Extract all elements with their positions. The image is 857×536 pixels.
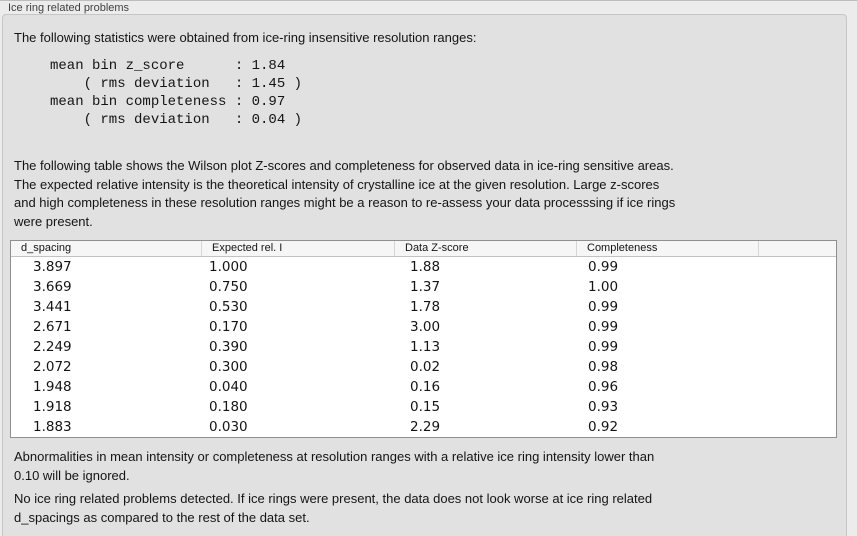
column-header-data-z-score[interactable]: Data Z-score — [394, 241, 576, 256]
table-cell — [758, 377, 836, 397]
table-cell — [758, 357, 836, 377]
column-header-empty — [758, 241, 836, 256]
conclusion-text: No ice ring related problems detected. I… — [14, 491, 653, 525]
table-cell: 0.390 — [209, 339, 248, 355]
table-row[interactable]: 3.897 1.000 1.88 0.99 — [11, 257, 836, 277]
table-cell: 0.030 — [209, 419, 248, 435]
table-cell: 2.671 — [33, 319, 72, 335]
table-cell: 0.180 — [209, 399, 248, 415]
table-cell: 3.669 — [33, 279, 72, 295]
table-row[interactable]: 2.671 0.170 3.00 0.99 — [11, 317, 836, 337]
table-row[interactable]: 1.883 0.030 2.29 0.92 — [11, 417, 836, 437]
table-cell: 2.249 — [33, 339, 72, 355]
column-header-completeness[interactable]: Completeness — [576, 241, 758, 256]
ignore-note-text: Abnormalities in mean intensity or compl… — [14, 449, 655, 483]
panel-title: Ice ring related problems — [8, 2, 130, 14]
table-cell: 1.883 — [33, 419, 72, 435]
table-cell: 3.897 — [33, 259, 72, 275]
stat-line-mean-completeness: mean bin completeness : 0.97 — [50, 94, 286, 110]
table-cell: 3.00 — [410, 319, 441, 335]
table-cell: 1.000 — [209, 259, 248, 275]
table-cell — [758, 317, 836, 337]
table-cell: 0.040 — [209, 379, 248, 395]
table-cell: 0.98 — [588, 359, 619, 375]
table-cell — [758, 277, 836, 297]
table-cell: 1.918 — [33, 399, 72, 415]
table-cell: 0.92 — [588, 419, 619, 435]
table-cell: 0.99 — [588, 339, 619, 355]
table-row[interactable]: 1.918 0.180 0.15 0.93 — [11, 397, 836, 417]
table-cell — [758, 417, 836, 437]
stat-line-rms-completeness: ( rms deviation : 0.04 ) — [50, 112, 303, 128]
table-cell: 0.170 — [209, 319, 248, 335]
table-cell: 0.99 — [588, 299, 619, 315]
ice-ring-results-table: d_spacing Expected rel. I Data Z-score C… — [10, 240, 837, 438]
table-row[interactable]: 1.948 0.040 0.16 0.96 — [11, 377, 836, 397]
top-divider — [0, 0, 857, 1]
table-cell: 0.300 — [209, 359, 248, 375]
table-cell: 1.78 — [410, 299, 441, 315]
table-cell: 2.29 — [410, 419, 441, 435]
stat-line-mean-z-score: mean bin z_score : 1.84 — [50, 58, 286, 74]
table-cell: 1.00 — [588, 279, 619, 295]
table-cell: 0.02 — [410, 359, 441, 375]
table-cell: 0.93 — [588, 399, 619, 415]
column-header-d-spacing[interactable]: d_spacing — [21, 242, 72, 254]
table-cell: 0.99 — [588, 319, 619, 335]
table-cell: 1.948 — [33, 379, 72, 395]
table-cell: 0.16 — [410, 379, 441, 395]
table-row[interactable]: 3.669 0.750 1.37 1.00 — [11, 277, 836, 297]
table-cell: 0.96 — [588, 379, 619, 395]
table-row[interactable]: 3.441 0.530 1.78 0.99 — [11, 297, 836, 317]
table-cell: 1.37 — [410, 279, 441, 295]
table-cell — [758, 257, 836, 277]
results-table-body: 3.897 1.000 1.88 0.99 3.669 0.750 1.37 1.00 3.44… — [11, 257, 836, 437]
table-cell: 0.750 — [209, 279, 248, 295]
table-cell — [758, 337, 836, 357]
table-cell: 0.15 — [410, 399, 441, 415]
column-header-expected-rel-i[interactable]: Expected rel. I — [201, 241, 394, 256]
table-cell — [758, 397, 836, 417]
table-row[interactable]: 2.249 0.390 1.13 0.99 — [11, 337, 836, 357]
table-cell: 0.99 — [588, 259, 619, 275]
stat-line-rms-z-score: ( rms deviation : 1.45 ) — [50, 76, 303, 92]
table-row[interactable]: 2.072 0.300 0.02 0.98 — [11, 357, 836, 377]
table-header-row: d_spacing Expected rel. I Data Z-score C… — [11, 241, 836, 257]
table-cell: 0.530 — [209, 299, 248, 315]
table-cell: 1.13 — [410, 339, 441, 355]
table-cell: 1.88 — [410, 259, 441, 275]
table-cell: 2.072 — [33, 359, 72, 375]
stats-intro-text: The following statistics were obtained f… — [14, 30, 477, 45]
table-cell: 3.441 — [33, 299, 72, 315]
table-cell — [758, 297, 836, 317]
stats-mono-block: mean bin z_score : 1.84 ( rms deviation … — [50, 57, 302, 129]
table-description-text: The following table shows the Wilson plo… — [14, 158, 676, 229]
